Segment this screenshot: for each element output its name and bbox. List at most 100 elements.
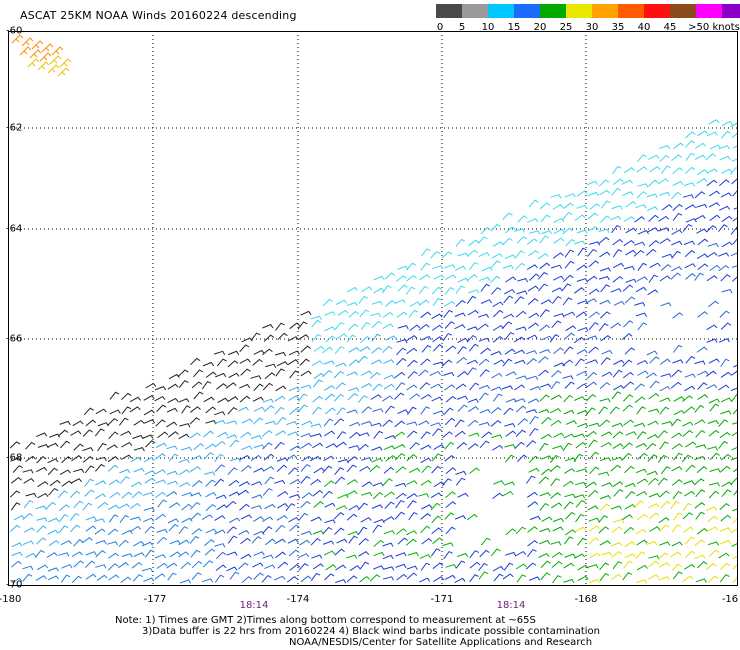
wind-barb	[107, 504, 120, 510]
wind-barb	[409, 301, 421, 307]
wind-barb	[529, 385, 541, 391]
wind-barb	[550, 407, 562, 414]
wind-barb	[48, 487, 59, 496]
wind-barb	[60, 440, 71, 449]
wind-barb	[154, 395, 166, 402]
wind-barb	[683, 240, 695, 246]
wind-barb	[565, 238, 576, 247]
wind-barb	[133, 540, 145, 547]
wind-barb	[708, 398, 720, 404]
wind-barb	[492, 335, 504, 343]
wind-barb	[396, 311, 408, 318]
wind-barb	[636, 276, 648, 282]
wind-barb	[481, 266, 493, 272]
wind-barb	[253, 349, 265, 355]
wind-barb	[310, 433, 323, 438]
wind-barb	[635, 204, 647, 209]
legend-swatch	[644, 4, 670, 18]
wind-barb	[228, 479, 240, 487]
wind-barb	[709, 549, 720, 557]
wind-barb	[684, 406, 695, 414]
wind-barb	[120, 430, 132, 436]
wind-barb	[384, 300, 396, 308]
wind-barb	[169, 551, 181, 558]
wind-barb	[696, 253, 708, 260]
wind-barb	[731, 446, 738, 451]
wind-barb	[262, 323, 274, 329]
wind-barb	[217, 431, 229, 438]
wind-barb	[432, 344, 444, 352]
wind-barb	[600, 551, 613, 557]
wind-barb	[732, 517, 738, 524]
wind-barb	[635, 528, 647, 535]
wind-barb	[383, 383, 395, 390]
wind-barb	[311, 554, 323, 559]
wind-barb	[169, 539, 181, 545]
wind-barb	[265, 420, 277, 426]
wind-barb	[706, 179, 718, 187]
wind-barb	[432, 336, 444, 343]
wind-barb	[384, 501, 395, 509]
wind-barb	[348, 346, 360, 353]
wind-barb	[167, 480, 179, 485]
wind-barb	[239, 503, 250, 511]
wind-barb	[527, 501, 539, 508]
wind-barb	[633, 249, 645, 257]
wind-barb	[432, 428, 442, 437]
wind-barb	[633, 241, 646, 246]
wind-barb	[156, 562, 168, 569]
wind-barb	[420, 513, 432, 520]
wind-barb	[527, 375, 539, 381]
wind-barb	[729, 167, 738, 176]
wind-barb	[106, 444, 118, 451]
wind-barb	[490, 419, 502, 427]
wind-barb	[672, 359, 684, 364]
wind-barb	[394, 511, 406, 520]
wind-barb	[107, 552, 119, 559]
wind-barb	[706, 131, 718, 137]
wind-barb	[313, 563, 324, 570]
wind-barb	[598, 179, 610, 187]
wind-barb	[429, 370, 441, 376]
wind-barb	[588, 537, 600, 545]
wind-barb	[526, 334, 538, 340]
wind-barb	[275, 430, 287, 436]
wind-barb	[550, 194, 562, 199]
wind-barb	[682, 194, 694, 199]
wind-barb	[168, 373, 180, 380]
wind-barb	[587, 505, 599, 511]
wind-barb	[696, 228, 708, 234]
wind-barb	[671, 229, 683, 235]
wind-barb	[300, 463, 311, 472]
wind-barb	[384, 405, 395, 414]
wind-barb	[599, 540, 611, 546]
wind-barb	[649, 166, 661, 173]
wind-barb	[263, 405, 275, 413]
wind-barb	[636, 431, 647, 440]
wind-barb	[613, 262, 625, 269]
wind-barb	[95, 456, 107, 462]
wind-barb	[502, 212, 513, 220]
wind-barb	[649, 380, 660, 389]
wind-barb	[574, 396, 586, 401]
wind-barb	[671, 563, 682, 572]
wind-barb	[730, 122, 738, 127]
wind-barb	[369, 371, 381, 379]
wind-barb	[671, 191, 682, 200]
wind-barb	[598, 276, 610, 281]
wind-barb	[395, 492, 407, 500]
wind-barb	[382, 554, 394, 560]
wind-barb	[658, 576, 670, 581]
wind-barb	[167, 572, 177, 581]
wind-barb	[478, 571, 489, 580]
wind-barb	[73, 468, 85, 473]
wind-barb	[585, 481, 597, 488]
legend-swatch	[592, 4, 618, 18]
wind-barb	[369, 574, 381, 582]
wind-barb	[466, 295, 477, 304]
wind-barb	[383, 445, 396, 451]
wind-barb	[562, 227, 573, 235]
wind-barb	[657, 178, 669, 185]
wind-barb	[694, 419, 706, 425]
wind-barb	[525, 440, 537, 448]
